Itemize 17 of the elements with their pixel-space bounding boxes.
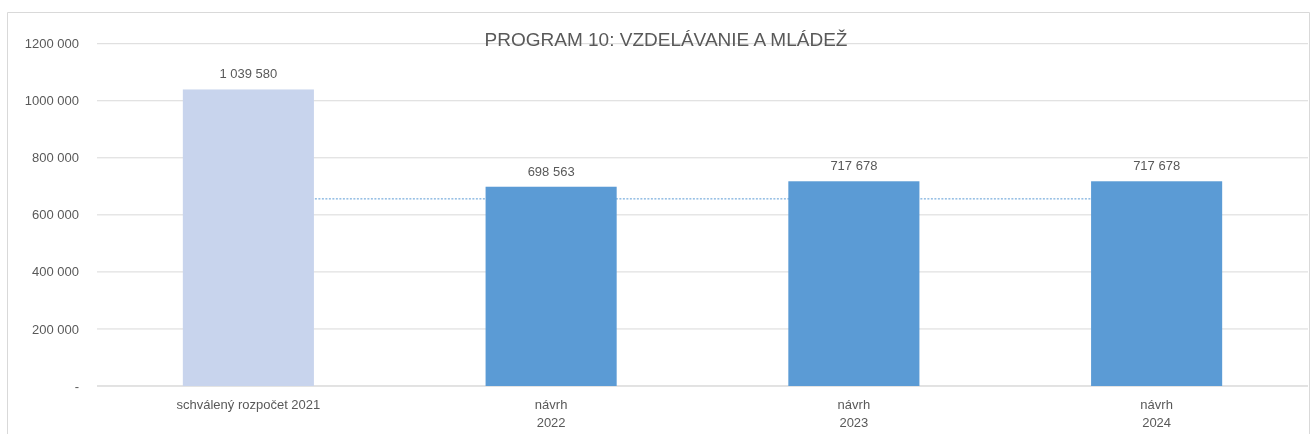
data-label: 698 563 — [527, 163, 575, 179]
data-label: 717 678 — [830, 158, 878, 174]
x-tick-label: návrh 2022 — [534, 397, 568, 430]
y-tick-label: 1200 000 — [24, 36, 79, 52]
y-tick-label: 1000 000 — [24, 93, 79, 109]
data-label: 717 678 — [1133, 158, 1181, 174]
x-tick-label: schválený rozpočet 2021 — [176, 397, 321, 412]
y-tick-label: 400 000 — [32, 264, 79, 280]
x-tick-label: návrh 2024 — [1140, 397, 1173, 430]
data-label: 1 039 580 — [219, 66, 278, 82]
x-tick-label: návrh 2023 — [837, 397, 871, 430]
y-tick-label: 200 000 — [32, 321, 79, 337]
y-tick-label: - — [74, 378, 79, 394]
y-tick-label: 600 000 — [32, 207, 79, 223]
bar — [182, 89, 314, 386]
chart-title: PROGRAM 10: VZDELÁVANIE A MLÁDEŽ — [484, 29, 848, 50]
y-tick-label: 800 000 — [32, 150, 79, 166]
